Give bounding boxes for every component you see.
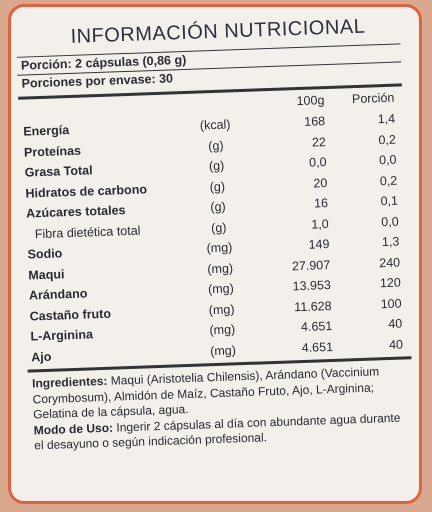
unit: (g) [210,220,227,235]
value-portion: 1,4 [377,111,396,127]
unit: (mg) [207,281,234,297]
unit: (g) [210,199,226,215]
value-portion: 0,2 [378,132,397,147]
unit: (mg) [209,343,237,358]
value-portion: 120 [379,275,402,291]
unit: (mg) [209,322,236,338]
value-portion: 1,3 [381,234,400,250]
value-portion: 0,2 [379,173,398,188]
unit: (g) [208,158,225,174]
value-portion: 0,1 [380,193,399,209]
nutrition-table: 100g Porción Energía (kcal) 168 1,4 Proteína… [18,86,411,367]
unit: (g) [208,138,224,153]
column-header: 100g [296,93,325,109]
value-portion: 0,0 [378,152,397,168]
value-portion: 40 [388,337,404,352]
value-100g: 4.651 [301,339,334,355]
value-portion: 100 [380,296,402,312]
unit: (mg) [206,240,233,256]
column-header: Porción [351,90,395,107]
unit: (kcal) [199,117,231,133]
nutrition-label: INFORMACIÓN NUTRICIONAL Porción: 2 cápsu… [8,4,422,504]
value-portion: 240 [379,255,401,271]
ingredients-label: Ingredientes: [31,373,108,391]
unit: (mg) [208,302,235,318]
unit: (mg) [207,261,234,277]
value-portion: 40 [388,316,403,332]
unit: (g) [209,179,226,194]
label-content: INFORMACIÓN NUTRICIONAL Porción: 2 cápsu… [16,14,415,454]
value-portion: 0,0 [381,214,399,229]
usage-label: Modo de Uso: [33,420,114,437]
